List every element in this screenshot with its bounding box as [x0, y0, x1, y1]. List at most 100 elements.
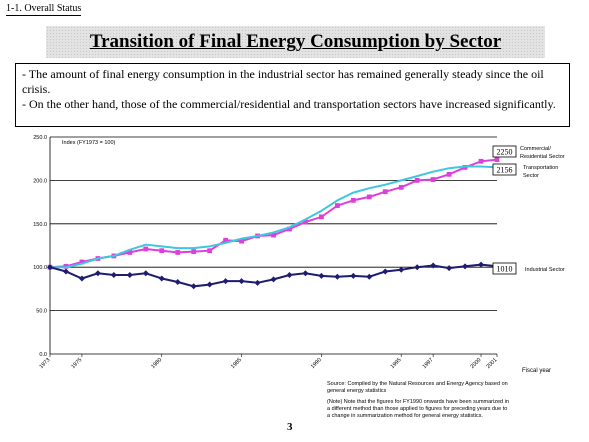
data-point [94, 270, 101, 277]
series-line [50, 165, 498, 269]
data-point [142, 270, 149, 277]
x-tick-label: 1990 [310, 357, 323, 370]
data-point [430, 177, 436, 182]
x-axis: 1973 1975 1980 1985 1990 1995 1997 2000 2001 [39, 354, 499, 370]
legend-label: Transportation [523, 165, 558, 171]
summary-box: - The amount of final energy consumption… [15, 63, 570, 127]
data-point [191, 249, 197, 254]
data-point [158, 275, 165, 282]
data-point [286, 272, 293, 279]
data-point [143, 246, 149, 252]
data-point [430, 262, 437, 269]
series-line [49, 263, 498, 288]
x-tick-label: 1985 [230, 357, 243, 370]
data-point [159, 248, 165, 254]
data-point [446, 265, 453, 272]
data-point [174, 278, 181, 285]
y-tick-label: 250.0 [33, 135, 47, 141]
y-axis-label: Index (FY1973 = 100) [62, 140, 116, 146]
data-point [303, 219, 308, 225]
end-value-label: 2250 [497, 148, 513, 157]
section-heading: 1-1. Overall Status [6, 3, 82, 16]
data-point [494, 157, 500, 162]
legend-label: Residential Sector [520, 154, 565, 160]
data-point [366, 194, 372, 200]
source-text: Source: Compiled by the Natural Resource… [327, 381, 508, 387]
data-point [398, 266, 405, 273]
y-tick-label: 150.0 [33, 222, 47, 228]
title-band: Transition of Final Energy Consumption b… [46, 26, 545, 58]
note-text-3: a change in summarization method for gen… [327, 413, 483, 419]
legend-label: Sector [523, 173, 539, 179]
series-line [49, 158, 498, 269]
data-point [478, 261, 485, 268]
data-point [238, 278, 245, 285]
x-tick-label: 1997 [422, 357, 435, 370]
end-value-box [492, 163, 517, 176]
data-point [254, 279, 261, 286]
legend-label: Industrial Sector [525, 267, 565, 273]
data-point [382, 189, 388, 195]
x-tick-label: 2000 [470, 357, 483, 370]
data-point [318, 272, 325, 279]
data-point [446, 171, 452, 177]
page-number: 3 [287, 421, 293, 433]
data-point [318, 214, 324, 220]
summary-bullet-1: - The amount of final energy consumption… [22, 67, 544, 96]
x-tick-label: 2001 [486, 357, 499, 370]
data-point [78, 275, 85, 282]
data-point [271, 232, 276, 238]
gridlines [50, 136, 497, 355]
x-tick-label: 1973 [39, 357, 52, 370]
data-point [239, 238, 244, 244]
data-point [334, 273, 341, 280]
y-tick-label: 200.0 [33, 178, 47, 184]
data-point [223, 237, 229, 243]
data-point [110, 272, 117, 279]
data-point [127, 250, 133, 255]
legend-label: Commercial/ [520, 146, 551, 152]
series-1 [47, 157, 500, 270]
data-point [382, 268, 389, 275]
data-point [398, 184, 404, 190]
data-point [62, 268, 69, 275]
energy-chart: 0.0 50.0 100.0 150.0 200.0 250.0 1973 1975 1980… [33, 135, 565, 419]
data-point [334, 203, 340, 208]
series-2 [50, 165, 498, 269]
y-tick-label: 50.0 [36, 309, 47, 315]
data-point [175, 250, 181, 255]
y-tick-label: 100.0 [33, 265, 47, 271]
page-title: Transition of Final Energy Consumption b… [89, 31, 502, 52]
data-point [270, 276, 277, 283]
source-text-2: general energy statistics [327, 388, 387, 394]
end-value-box [492, 145, 517, 158]
end-value-label: 2156 [497, 166, 513, 175]
note-text-1: (Note) Note that the figures for FY1990 … [327, 399, 509, 405]
data-point [287, 226, 292, 232]
data-point [350, 272, 357, 279]
data-point [350, 197, 356, 203]
x-axis-label: Fiscal year [522, 368, 551, 374]
data-point [206, 281, 213, 288]
data-point [190, 283, 197, 290]
y-axis: 0.0 50.0 100.0 150.0 200.0 250.0 [33, 135, 51, 358]
data-point [79, 259, 85, 265]
data-point [414, 264, 421, 271]
x-tick-label: 1980 [150, 357, 163, 370]
data-point [47, 264, 53, 271]
series-3 [47, 261, 500, 290]
x-tick-label: 1995 [390, 357, 403, 370]
end-value-box [492, 262, 517, 275]
y-tick-label: 0.0 [39, 352, 47, 358]
note-text-2: a different method than those applied to… [327, 406, 507, 412]
data-point [126, 272, 133, 279]
summary-bullet-2: - On the other hand, those of the commer… [22, 97, 556, 111]
data-point [414, 178, 420, 183]
legend: 2250 Commercial/Residential Sector 2156 Tra… [492, 145, 565, 275]
data-point [366, 273, 373, 280]
series-lines [47, 157, 500, 290]
x-tick-label: 1975 [70, 357, 83, 370]
data-point [207, 248, 213, 254]
end-value-label: 1010 [497, 265, 513, 274]
data-point [462, 263, 469, 270]
